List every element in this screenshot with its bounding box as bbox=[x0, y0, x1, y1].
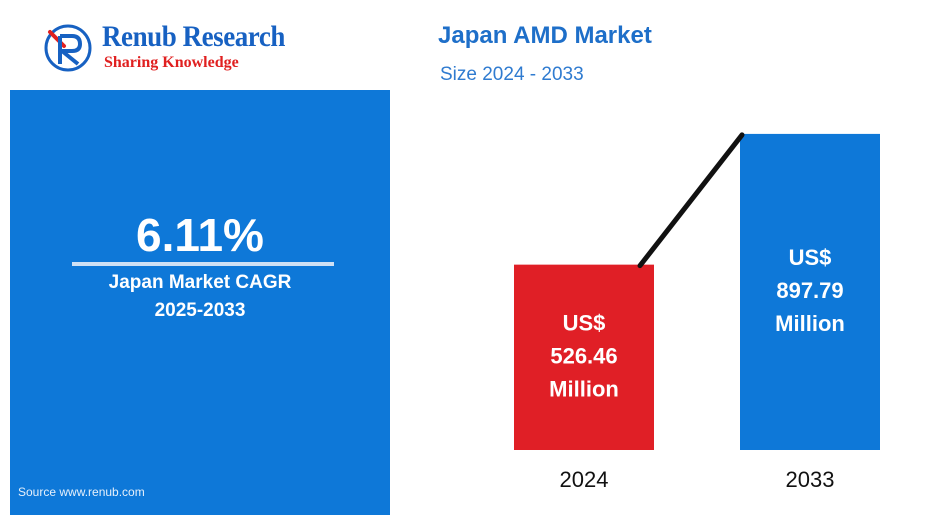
bar-value-label: 897.79 bbox=[776, 278, 843, 303]
cagr-value: 6.11% bbox=[136, 209, 264, 261]
chart-title: Japan AMD Market bbox=[438, 22, 652, 49]
bar-2024 bbox=[514, 264, 654, 450]
cagr-label: Japan Market CAGR bbox=[108, 272, 292, 293]
bar-value-label: US$ bbox=[563, 310, 606, 335]
cagr-panel: 6.11% Japan Market CAGR 2025-2033 Source… bbox=[10, 90, 390, 515]
bar-value-label: Million bbox=[549, 376, 619, 401]
source-text: Source www.renub.com bbox=[18, 485, 145, 499]
logo-tagline: Sharing Knowledge bbox=[104, 54, 239, 71]
cagr-period: 2025-2033 bbox=[154, 300, 246, 321]
logo: Renub Research Sharing Knowledge bbox=[40, 14, 340, 84]
chart-subtitle: Size 2024 - 2033 bbox=[440, 64, 584, 85]
bar-2033 bbox=[740, 133, 880, 450]
cagr-divider bbox=[72, 262, 334, 266]
bar-value-label: US$ bbox=[789, 245, 832, 270]
logo-mark-icon bbox=[44, 24, 92, 72]
x-tick-label: 2024 bbox=[560, 467, 609, 492]
connector-line bbox=[637, 132, 745, 269]
bar-value-label: Million bbox=[775, 311, 845, 336]
logo-title: Renub Research bbox=[102, 20, 285, 53]
x-tick-label: 2033 bbox=[786, 467, 835, 492]
bar-value-label: 526.46 bbox=[550, 343, 617, 368]
